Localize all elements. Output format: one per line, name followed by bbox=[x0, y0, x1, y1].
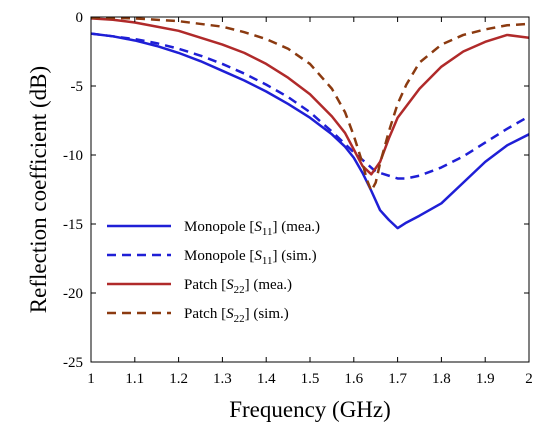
series-layer bbox=[91, 17, 529, 230]
x-tick-label: 1.9 bbox=[476, 371, 495, 387]
series-line-1 bbox=[91, 32, 529, 230]
x-tick-label: 2 bbox=[525, 371, 533, 387]
x-tick-label: 1.7 bbox=[388, 371, 407, 387]
y-tick-label: -10 bbox=[63, 148, 83, 164]
y-tick-label: -5 bbox=[71, 79, 84, 95]
y-axis-title: Reflection coefficient (dB) bbox=[26, 66, 51, 313]
tick-layer: 1 1.1 1.2 1.3 1.4 1.5 1.6 1.7 1.8 1.9 2 0 -5 -10 -15 -2… bbox=[63, 10, 533, 387]
x-axis-title: Frequency (GHz) bbox=[229, 397, 391, 422]
series-line-4 bbox=[91, 17, 529, 193]
legend: Monopole [S11] (mea.) Monopole [S11] (sim… bbox=[107, 219, 320, 325]
plot-frame bbox=[90, 16, 530, 363]
series-line-2 bbox=[91, 32, 529, 180]
y-tick-label: -20 bbox=[63, 286, 83, 302]
legend-label: Monopole [S11] (sim.) bbox=[184, 248, 317, 267]
series-line-3 bbox=[91, 17, 529, 176]
x-tick-label: 1.3 bbox=[213, 371, 232, 387]
legend-label: Patch [S22] (mea.) bbox=[184, 277, 292, 296]
y-tick-label: -25 bbox=[63, 355, 83, 371]
y-tick-label: 0 bbox=[76, 10, 84, 26]
x-tick-label: 1.8 bbox=[432, 371, 451, 387]
x-tick-label: 1.6 bbox=[344, 371, 363, 387]
x-tick-label: 1.5 bbox=[301, 371, 320, 387]
x-tick-label: 1.4 bbox=[257, 371, 276, 387]
x-tick-label: 1.2 bbox=[169, 371, 188, 387]
x-tick-label: 1.1 bbox=[125, 371, 144, 387]
x-tick-label: 1 bbox=[87, 371, 95, 387]
y-tick-label: -15 bbox=[63, 217, 83, 233]
legend-label: Monopole [S11] (mea.) bbox=[184, 219, 320, 238]
legend-label: Patch [S22] (sim.) bbox=[184, 306, 289, 325]
